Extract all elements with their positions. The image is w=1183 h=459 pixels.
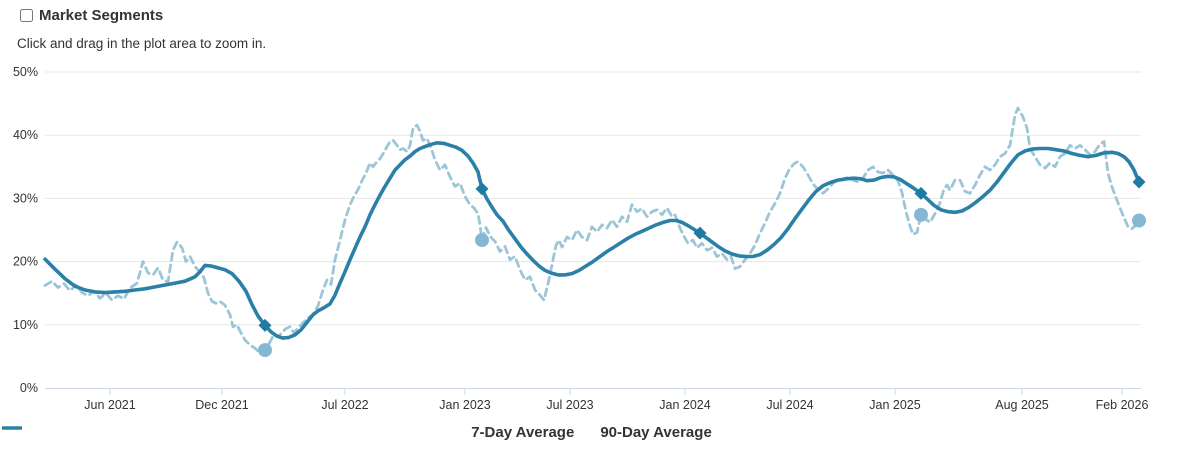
- ninety-day-line-swatch-icon: [2, 426, 22, 430]
- legend-item-90-day[interactable]: 90-Day Average: [2, 424, 712, 441]
- x-axis-label: Jul 2022: [321, 398, 368, 412]
- x-axis-label: Jul 2023: [546, 398, 593, 412]
- y-axis-label: 0%: [20, 381, 38, 395]
- chart-title: Market Segments: [39, 7, 164, 24]
- ninety-day-point-marker: [914, 186, 928, 200]
- plot-area[interactable]: [45, 72, 1141, 388]
- seven-day-point-marker: [1132, 213, 1146, 228]
- x-axis-label: Jan 2025: [869, 398, 920, 412]
- x-axis-label: Dec 2021: [195, 398, 249, 412]
- chart-legend: 7-Day Average 90-Day Average: [0, 424, 1183, 441]
- x-axis-label: Feb 2026: [1096, 398, 1149, 412]
- seven-day-point-marker: [914, 207, 928, 222]
- y-axis-label: 50%: [13, 65, 38, 79]
- seven-day-point-marker: [258, 343, 272, 358]
- chart-header: Market Segments: [20, 7, 163, 24]
- x-axis-label: Jun 2021: [84, 398, 135, 412]
- legend-label-90-day: 90-Day Average: [600, 424, 712, 441]
- legend-item-7-day[interactable]: 7-Day Average: [4, 424, 575, 441]
- ninety-day-point-marker: [258, 318, 272, 332]
- y-axis-label: 20%: [13, 255, 38, 269]
- seven-day-point-marker: [475, 233, 489, 248]
- y-axis-label: 30%: [13, 191, 38, 205]
- ninety-day-point-marker: [1132, 175, 1146, 189]
- legend-label-7-day: 7-Day Average: [471, 424, 575, 441]
- x-axis-label: Jan 2024: [659, 398, 710, 412]
- chart-subtitle: Click and drag in the plot area to zoom …: [17, 36, 267, 51]
- ninety-day-point-marker: [475, 182, 489, 196]
- market-segments-checkbox[interactable]: [20, 9, 33, 22]
- x-axis-label: Jul 2024: [766, 398, 813, 412]
- y-axis-label: 40%: [13, 128, 38, 142]
- x-axis-label: Jan 2023: [439, 398, 490, 412]
- y-axis-label: 10%: [13, 318, 38, 332]
- x-axis-label: Aug 2025: [995, 398, 1049, 412]
- ninety-day-point-marker: [693, 226, 707, 240]
- seven-day-series-line: [43, 106, 1141, 355]
- ninety-day-series-line: [43, 141, 1141, 340]
